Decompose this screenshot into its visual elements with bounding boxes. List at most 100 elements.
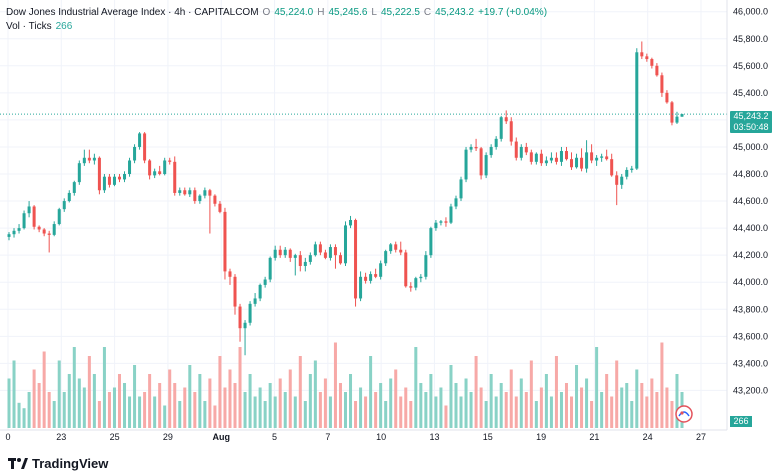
low-value: 45,222.5	[380, 7, 420, 18]
volume-bar	[158, 383, 162, 428]
candle-body	[600, 156, 604, 158]
candle-body	[414, 278, 418, 288]
candle-body	[620, 176, 624, 185]
last-price-value: 45,243.2	[733, 111, 769, 121]
volume-bar	[57, 360, 61, 428]
volume-bar	[173, 383, 177, 428]
volume-bar	[42, 351, 46, 428]
candle-body	[333, 247, 337, 256]
x-tick-label: 5	[272, 432, 277, 442]
candle-body	[650, 59, 654, 66]
high-label: H	[317, 7, 325, 18]
volume-bar	[414, 347, 418, 428]
x-tick-label: 21	[589, 432, 599, 442]
candle-body	[12, 230, 16, 235]
symbol-title[interactable]: Dow Jones Industrial Average Index · 4h …	[6, 7, 259, 18]
candle-body	[479, 148, 483, 176]
volume-bar	[117, 374, 121, 428]
indicator-icon	[675, 405, 693, 423]
candle-body	[92, 157, 96, 161]
volume-bar	[349, 374, 353, 428]
y-tick-label: 43,600.0	[733, 331, 768, 341]
volume-bar	[660, 342, 664, 428]
volume-bar	[168, 369, 172, 428]
candle-body	[143, 133, 147, 161]
candle-body	[575, 157, 579, 168]
volume-bar	[273, 396, 277, 428]
volume-bar	[499, 383, 503, 428]
volume-bar	[434, 396, 438, 428]
candle-body	[444, 221, 448, 223]
candle-body	[298, 255, 302, 266]
volume-bar	[580, 387, 584, 428]
volume-bar	[389, 378, 393, 428]
volume-bar	[605, 374, 609, 428]
volume-bar	[328, 396, 332, 428]
volume-bar	[514, 396, 518, 428]
candle-body	[278, 249, 282, 256]
volume-series	[7, 342, 684, 428]
candle-body	[77, 163, 81, 183]
volume-bar	[369, 356, 373, 428]
candle-body	[123, 174, 127, 180]
volume-bar	[464, 378, 468, 428]
volume-bar	[444, 405, 448, 428]
candle-body	[308, 255, 312, 262]
volume-bar	[303, 401, 307, 428]
candle-body	[509, 121, 513, 142]
volume-bar	[82, 387, 86, 428]
candle-body	[62, 201, 66, 210]
y-tick-label: 45,600.0	[733, 61, 768, 71]
volume-bar	[238, 347, 242, 428]
volume-bar	[670, 401, 674, 428]
volume-bar	[454, 383, 458, 428]
candle-body	[193, 190, 197, 202]
volume-bar	[650, 378, 654, 428]
candle-body	[138, 133, 142, 147]
candle-body	[580, 157, 584, 169]
volume-bar	[32, 369, 36, 428]
symbol-legend: Dow Jones Industrial Average Index · 4h …	[6, 6, 551, 20]
volume-bar	[575, 365, 579, 428]
x-tick-label: Aug	[212, 432, 230, 442]
candle-body	[635, 52, 639, 169]
x-tick-label: 25	[110, 432, 120, 442]
candle-body	[248, 303, 252, 323]
volume-bar	[449, 365, 453, 428]
volume-bar	[293, 396, 297, 428]
candle-body	[514, 141, 518, 158]
candle-body	[364, 276, 368, 281]
volume-bar	[208, 378, 212, 428]
candle-body	[112, 176, 116, 185]
volume-bar	[163, 405, 167, 428]
volume-bar	[253, 396, 257, 428]
candle-body	[32, 206, 36, 227]
volume-bar	[12, 360, 16, 428]
candle-body	[313, 244, 317, 256]
volume-bar	[559, 392, 563, 428]
volume-bar	[243, 392, 247, 428]
candle-body	[374, 274, 378, 277]
volume-bar	[218, 356, 222, 428]
tradingview-logo[interactable]: TradingView	[8, 456, 108, 471]
volume-bar	[529, 360, 533, 428]
volume-bar	[268, 383, 272, 428]
volume-bar	[610, 396, 614, 428]
candle-body	[359, 276, 363, 299]
candle-body	[183, 190, 187, 195]
x-tick-label: 10	[376, 432, 386, 442]
candle-body	[213, 195, 217, 204]
x-tick-label: 0	[5, 432, 10, 442]
volume-bar	[519, 378, 523, 428]
volume-bar	[439, 387, 443, 428]
candle-body	[253, 298, 257, 304]
volume-label[interactable]: Vol · Ticks	[6, 21, 52, 32]
candle-body	[343, 225, 348, 264]
volume-bar	[424, 392, 428, 428]
volume-bar	[504, 392, 508, 428]
volume-bar	[52, 401, 56, 428]
volume-bar	[258, 387, 262, 428]
candle-body	[409, 286, 413, 288]
volume-bar	[494, 396, 498, 428]
